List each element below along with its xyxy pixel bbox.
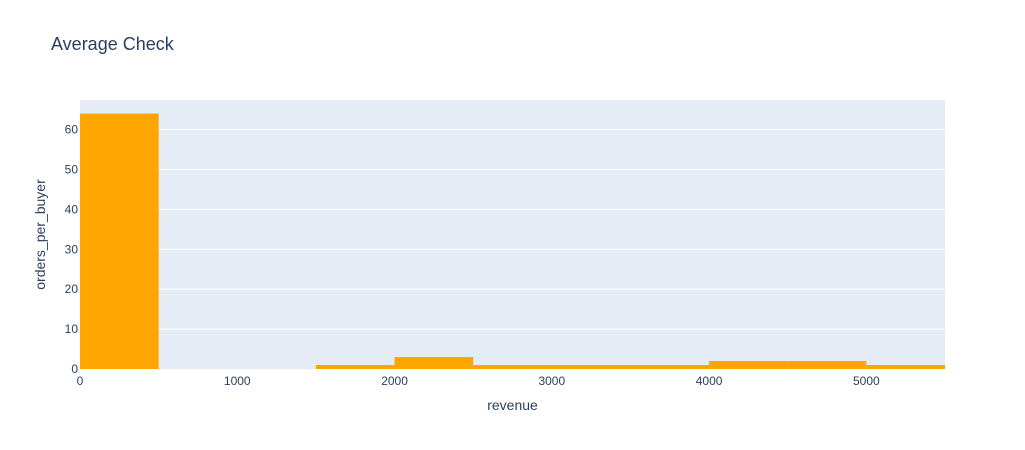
bar-3500-4000 (630, 365, 710, 369)
bar-3000-3500 (551, 365, 631, 369)
bar-1500-2000 (315, 365, 395, 369)
y-axis-ticks: 0 10 20 30 40 50 60 (65, 123, 79, 376)
bar-2500-3000 (473, 365, 552, 369)
x-tick-label: 3000 (538, 374, 565, 388)
x-tick-label: 4000 (696, 374, 723, 388)
bar-0-500 (80, 113, 159, 369)
x-tick-label: 1000 (224, 374, 251, 388)
bars (80, 113, 945, 369)
bar-4000-4500 (709, 361, 788, 369)
y-axis-title: orders_per_buyer (32, 179, 48, 290)
bar-4500-5000 (787, 361, 867, 369)
y-tick-label: 40 (65, 202, 79, 216)
y-tick-label: 0 (71, 362, 78, 376)
y-tick-label: 30 (65, 242, 79, 256)
x-tick-label: 2000 (381, 374, 408, 388)
x-tick-label: 0 (77, 374, 84, 388)
x-tick-label: 5000 (853, 374, 880, 388)
bar-5000-5500 (866, 365, 945, 369)
y-tick-label: 10 (65, 322, 79, 336)
x-axis-ticks: 0 1000 2000 3000 4000 5000 (77, 374, 880, 388)
x-axis-title: revenue (487, 397, 538, 413)
gridlines (80, 129, 945, 330)
y-tick-label: 60 (65, 123, 79, 137)
plot-area (80, 100, 945, 369)
y-tick-label: 50 (65, 162, 79, 176)
chart-title: Average Check (51, 34, 175, 54)
y-tick-label: 20 (65, 282, 79, 296)
bar-2000-2500 (394, 357, 474, 369)
